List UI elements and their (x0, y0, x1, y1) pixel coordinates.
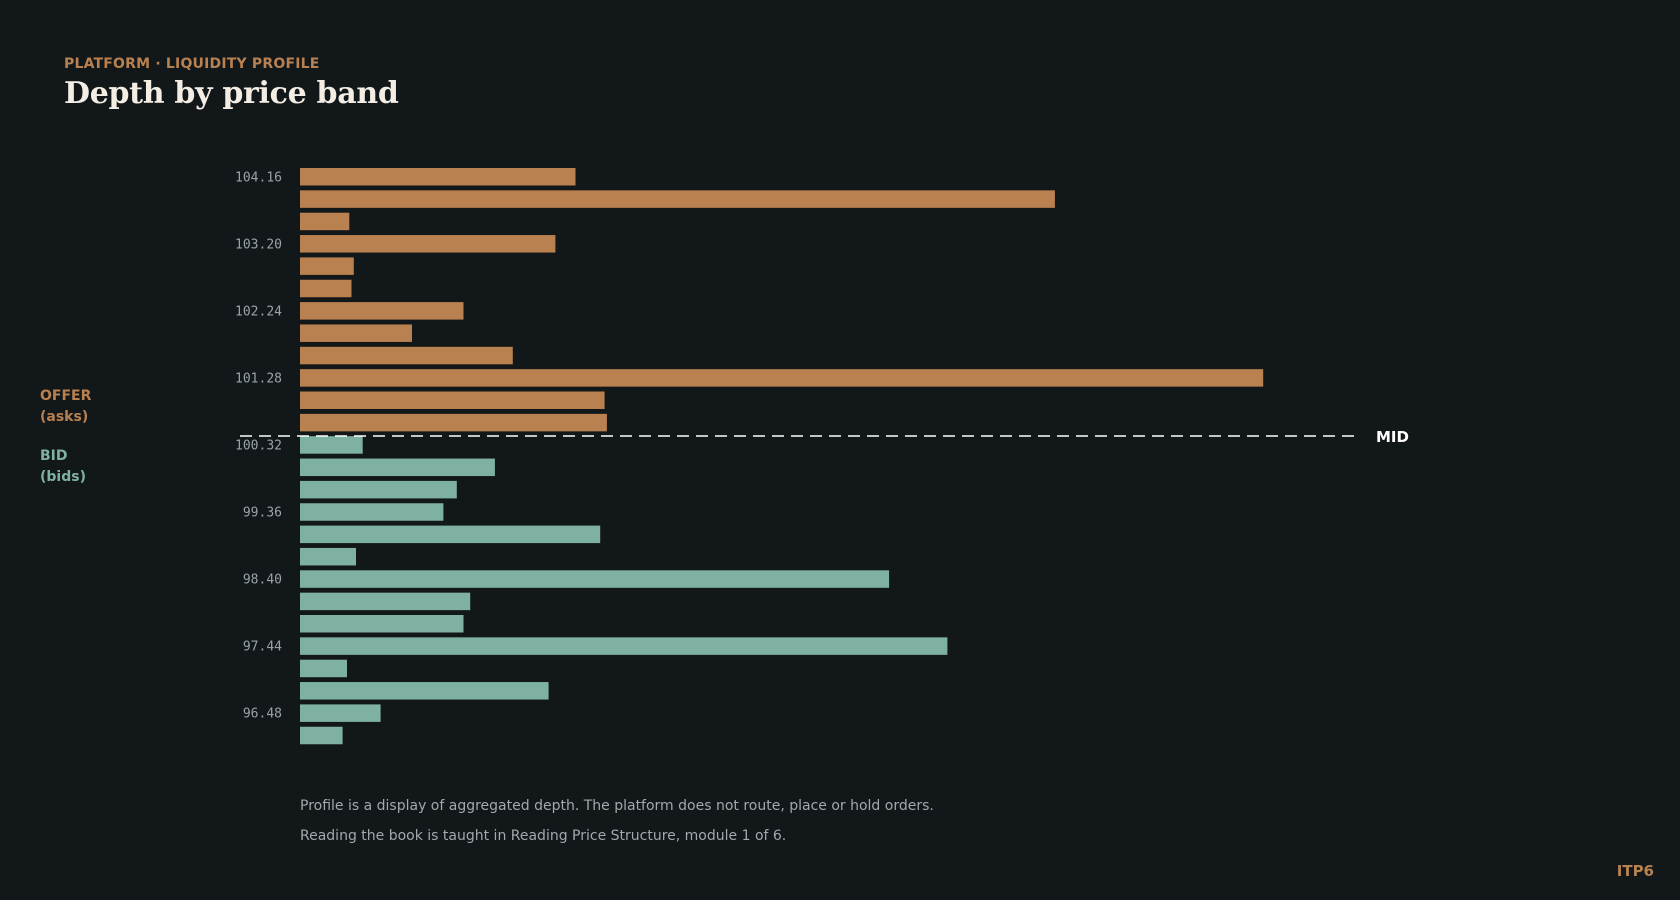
tick-label: 98.40 (243, 573, 282, 588)
eyebrow-label: PLATFORM · LIQUIDITY PROFILE (64, 56, 320, 72)
bid-bar (300, 682, 549, 700)
bid-legend: BID (bids) (40, 446, 86, 488)
offer-bar (300, 391, 605, 409)
brand-mark: ITP6 (1616, 862, 1654, 880)
tick-label: 97.44 (243, 640, 282, 655)
offer-bar (300, 168, 576, 186)
bid-legend-label: BID (40, 448, 68, 464)
bid-bar (300, 615, 464, 633)
tick-label: 101.28 (235, 371, 282, 386)
bid-bar (300, 503, 444, 521)
offer-bar (300, 235, 556, 253)
bid-bar (300, 458, 495, 477)
tick-label: 102.24 (235, 304, 282, 319)
bid-bar (300, 704, 381, 722)
offer-bar (300, 413, 607, 432)
tick-label: 100.32 (235, 438, 282, 453)
page-title: Depth by price band (64, 76, 399, 111)
bid-bar (300, 726, 343, 745)
bar-group (300, 168, 1264, 745)
bid-bar (300, 436, 363, 454)
offer-bar (300, 257, 354, 275)
bid-bar (300, 570, 890, 588)
tick-label: 99.36 (243, 506, 282, 521)
mid-label: MID (1376, 428, 1409, 446)
tick-label: 104.16 (235, 170, 282, 185)
footnote-module: Reading the book is taught in Reading Pr… (300, 828, 787, 844)
tick-label: 96.48 (243, 707, 282, 722)
bid-bar (300, 592, 471, 611)
bid-legend-sub: (bids) (40, 469, 86, 485)
offer-bar (300, 346, 513, 365)
tick-label: 103.20 (235, 237, 282, 252)
bid-bar (300, 637, 948, 655)
offer-legend: OFFER (asks) (40, 386, 91, 428)
offer-legend-sub: (asks) (40, 409, 89, 425)
bid-bar (300, 547, 356, 566)
bid-bar (300, 659, 347, 678)
bid-bar (300, 480, 457, 499)
offer-bar (300, 212, 350, 231)
offer-bar (300, 279, 352, 298)
offer-bar (300, 302, 464, 320)
tick-label-group: 104.16 103.20 102.24 101.28 100.32 99.36 98.40… (235, 170, 282, 721)
bid-bar (300, 525, 601, 544)
offer-bar (300, 324, 412, 342)
offer-legend-label: OFFER (40, 388, 92, 404)
offer-bar (300, 369, 1264, 387)
offer-bar (300, 190, 1055, 208)
footnote-disclaimer: Profile is a display of aggregated depth… (300, 798, 934, 814)
